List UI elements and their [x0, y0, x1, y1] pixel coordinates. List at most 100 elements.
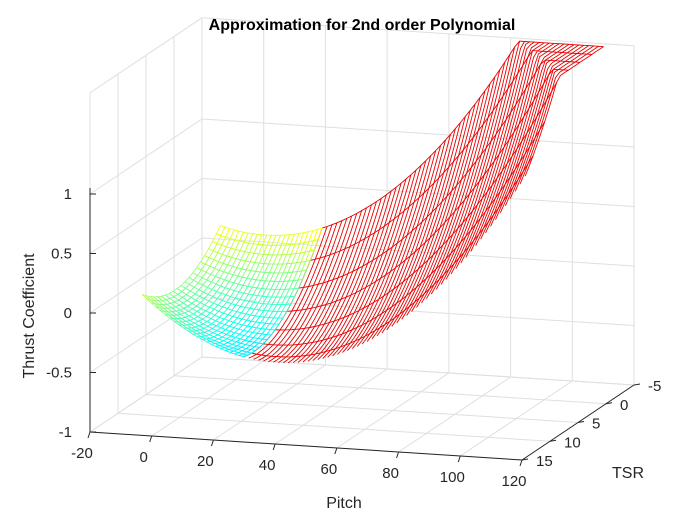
surface-meshline-pitch	[514, 45, 594, 192]
surface-cell	[237, 353, 249, 358]
surface-meshline-pitch	[322, 183, 402, 359]
x-tick	[87, 431, 91, 439]
surface-meshline-pitch	[268, 218, 348, 363]
surface-meshline-pitch	[460, 42, 540, 264]
z-tick-label: -1	[59, 424, 72, 441]
x-tick-label: 100	[440, 469, 465, 486]
x-tick-label: 120	[501, 473, 526, 490]
surface-meshline-pitch	[495, 44, 575, 220]
surface-meshline-pitch	[440, 40, 521, 285]
x-tick	[272, 443, 276, 451]
x-tick	[210, 439, 214, 447]
surface-meshline-pitch	[302, 198, 382, 363]
surface-meshline-pitch	[317, 187, 397, 361]
surface-meshline-tsr	[298, 59, 581, 289]
x-tick	[396, 451, 400, 459]
surface-meshline-pitch	[273, 215, 353, 363]
y-tick	[605, 402, 613, 405]
surface-meshline-pitch	[248, 226, 328, 359]
surface-meshline-pitch	[287, 207, 367, 364]
floor-gridline-y	[173, 375, 607, 405]
surface-meshline-pitch	[426, 61, 506, 299]
surface-meshline-pitch	[490, 43, 570, 227]
surface-meshline-pitch	[455, 41, 535, 269]
surface-meshline-tsr	[310, 50, 592, 261]
z-tick-label: 1	[64, 186, 72, 203]
surface-meshline-pitch	[391, 110, 471, 327]
surface-meshline-pitch	[406, 90, 486, 316]
back-wall-gridline-z	[201, 118, 635, 148]
surface-meshline-pitch	[470, 42, 550, 252]
surface-meshline-pitch	[465, 42, 545, 258]
y-tick-label: 15	[536, 453, 553, 470]
chart-title: Approximation for 2nd order Polynomial	[209, 17, 516, 34]
surface-meshline-tsr	[275, 82, 557, 331]
surface-meshline-pitch	[327, 178, 407, 358]
y-tick	[633, 383, 641, 386]
grid-layer	[89, 17, 635, 461]
z-tick-label: 0	[64, 305, 72, 322]
y-tick	[549, 439, 557, 442]
x-axis-line	[89, 431, 523, 461]
surface-meshline-pitch	[297, 201, 377, 363]
surface-meshline-pitch	[292, 204, 372, 364]
x-tick	[519, 459, 523, 467]
surface-meshline-pitch	[307, 194, 387, 362]
surface-meshline-pitch	[351, 155, 432, 349]
surface-meshline-pitch	[278, 213, 358, 363]
x-axis-label: Pitch	[326, 495, 362, 512]
left-wall-top	[89, 17, 203, 94]
y-tick-label: -5	[648, 378, 661, 395]
surface-meshline-pitch	[263, 220, 343, 362]
surface-meshline-tsr	[263, 121, 546, 346]
surface-meshline-pitch	[411, 83, 491, 312]
x-tick	[149, 435, 153, 443]
surface-meshline-pitch	[430, 54, 511, 295]
surface-meshline-pitch	[371, 134, 451, 340]
back-wall-gridline-z	[201, 356, 635, 386]
back-wall-top	[201, 17, 635, 47]
surface-meshline-tsr	[251, 155, 534, 358]
x-tick-label: 0	[140, 449, 148, 466]
surface	[141, 40, 604, 364]
x-tick-label: 80	[382, 465, 399, 482]
x-tick-label: 20	[197, 453, 214, 470]
surface-meshline-pitch	[480, 43, 560, 240]
y-tick	[521, 458, 529, 461]
left-wall-gridline-z	[89, 178, 203, 254]
surface-meshline-pitch	[282, 210, 363, 364]
surface-meshline-tsr	[286, 68, 569, 312]
left-wall-gridline-z	[89, 297, 203, 373]
surface-meshline-pitch	[475, 43, 555, 246]
surface-meshline-pitch	[435, 46, 516, 290]
surface-meshline-pitch	[332, 174, 412, 357]
surface-meshline-pitch	[421, 69, 501, 304]
surface-meshline-pitch	[416, 76, 496, 308]
surface-meshline-pitch	[366, 139, 446, 342]
surface-meshline-pitch	[445, 41, 525, 280]
back-wall-gridline-z	[201, 297, 635, 326]
surface-meshline-pitch	[396, 103, 476, 324]
surface-meshline-pitch	[342, 165, 422, 353]
surface-meshline-pitch	[253, 224, 333, 360]
y-tick-label: 10	[564, 434, 581, 451]
surface-meshline-tsr	[321, 40, 604, 229]
surface-meshline-pitch	[312, 190, 392, 361]
surface-meshline-pitch	[258, 222, 338, 361]
surface-meshline-pitch	[499, 44, 580, 213]
x-tick-label: -20	[71, 445, 93, 462]
surface-meshline-pitch	[504, 44, 585, 206]
surface-meshline-pitch	[524, 46, 604, 177]
left-wall-gridline-z	[89, 118, 203, 195]
x-tick-label: 60	[321, 461, 338, 478]
surface-meshline-pitch	[401, 97, 481, 320]
surface-meshline-pitch	[361, 145, 442, 345]
surface-meshline-pitch	[356, 150, 437, 347]
y-tick-label: 5	[592, 416, 600, 433]
surface-meshline-pitch	[386, 116, 466, 331]
left-wall-gridline-z	[89, 356, 203, 433]
surface-meshline-pitch	[347, 160, 427, 351]
y-tick	[577, 421, 585, 423]
x-tick	[457, 455, 461, 463]
